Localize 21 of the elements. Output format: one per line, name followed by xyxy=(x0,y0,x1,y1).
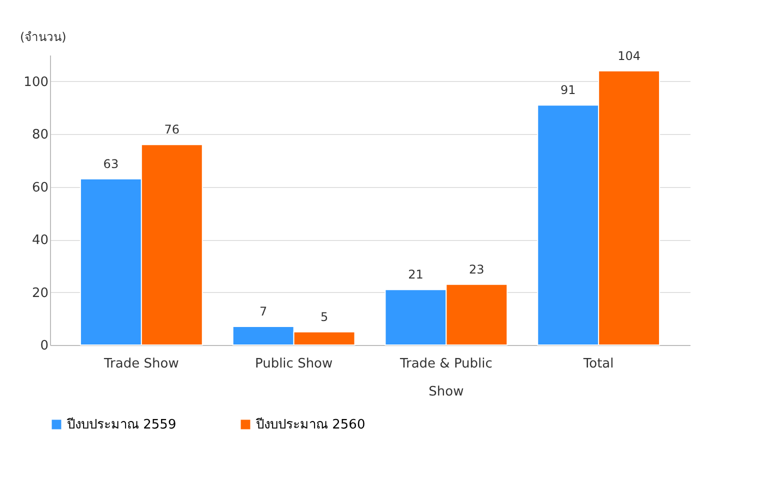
data-label: 5 xyxy=(320,310,328,324)
y-tick-label: 80 xyxy=(32,128,48,143)
y-tick-label: 100 xyxy=(24,74,48,90)
data-label: 76 xyxy=(164,122,180,137)
x-tick-label: Trade & Public Show xyxy=(398,356,492,400)
data-label: 91 xyxy=(560,83,576,98)
data-label: 7 xyxy=(260,304,268,319)
x-tick-label: Total xyxy=(582,356,614,372)
y-axis-title: (จำนวน) xyxy=(20,30,66,44)
data-label: 63 xyxy=(103,156,119,171)
y-tick-label: 40 xyxy=(32,233,48,248)
x-tick-label: Public Show xyxy=(254,356,334,372)
y-tick-label: 60 xyxy=(32,180,48,196)
y-tick-label: 0 xyxy=(40,338,48,354)
data-label: 104 xyxy=(618,48,640,63)
legend-label: ปีงบประมาณ 2560 xyxy=(255,416,366,433)
data-label: 21 xyxy=(408,268,424,282)
y-tick-label: 20 xyxy=(32,286,48,301)
legend-label: ปีงบประมาณ 2559 xyxy=(66,416,176,433)
x-tick-label: Trade Show xyxy=(103,356,180,372)
data-label: 23 xyxy=(469,262,484,276)
